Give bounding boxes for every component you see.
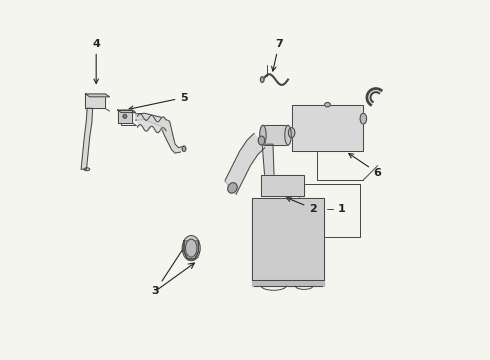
Ellipse shape <box>260 125 266 145</box>
Polygon shape <box>85 94 109 97</box>
Polygon shape <box>262 144 274 191</box>
Polygon shape <box>136 113 184 153</box>
Ellipse shape <box>182 146 186 152</box>
Polygon shape <box>292 105 364 151</box>
Polygon shape <box>184 241 198 259</box>
Ellipse shape <box>260 77 264 82</box>
Polygon shape <box>118 110 132 123</box>
Polygon shape <box>118 110 136 113</box>
Polygon shape <box>81 108 93 169</box>
Polygon shape <box>85 94 105 108</box>
Text: 3: 3 <box>151 243 187 296</box>
Ellipse shape <box>285 125 291 145</box>
Ellipse shape <box>289 128 295 138</box>
Polygon shape <box>252 198 324 280</box>
Polygon shape <box>261 175 304 196</box>
Ellipse shape <box>123 114 126 118</box>
Polygon shape <box>225 134 265 194</box>
Text: 7: 7 <box>271 39 283 71</box>
Ellipse shape <box>360 113 367 124</box>
Ellipse shape <box>258 136 265 145</box>
Text: 6: 6 <box>349 154 382 178</box>
Ellipse shape <box>186 239 197 257</box>
Text: 2: 2 <box>286 197 317 214</box>
Polygon shape <box>252 280 324 286</box>
Text: 5: 5 <box>129 93 188 111</box>
Ellipse shape <box>182 235 200 261</box>
Ellipse shape <box>84 168 90 171</box>
Ellipse shape <box>228 183 237 193</box>
Text: 1: 1 <box>338 204 346 214</box>
Ellipse shape <box>324 103 330 107</box>
Polygon shape <box>263 125 288 145</box>
Text: 4: 4 <box>92 39 100 84</box>
